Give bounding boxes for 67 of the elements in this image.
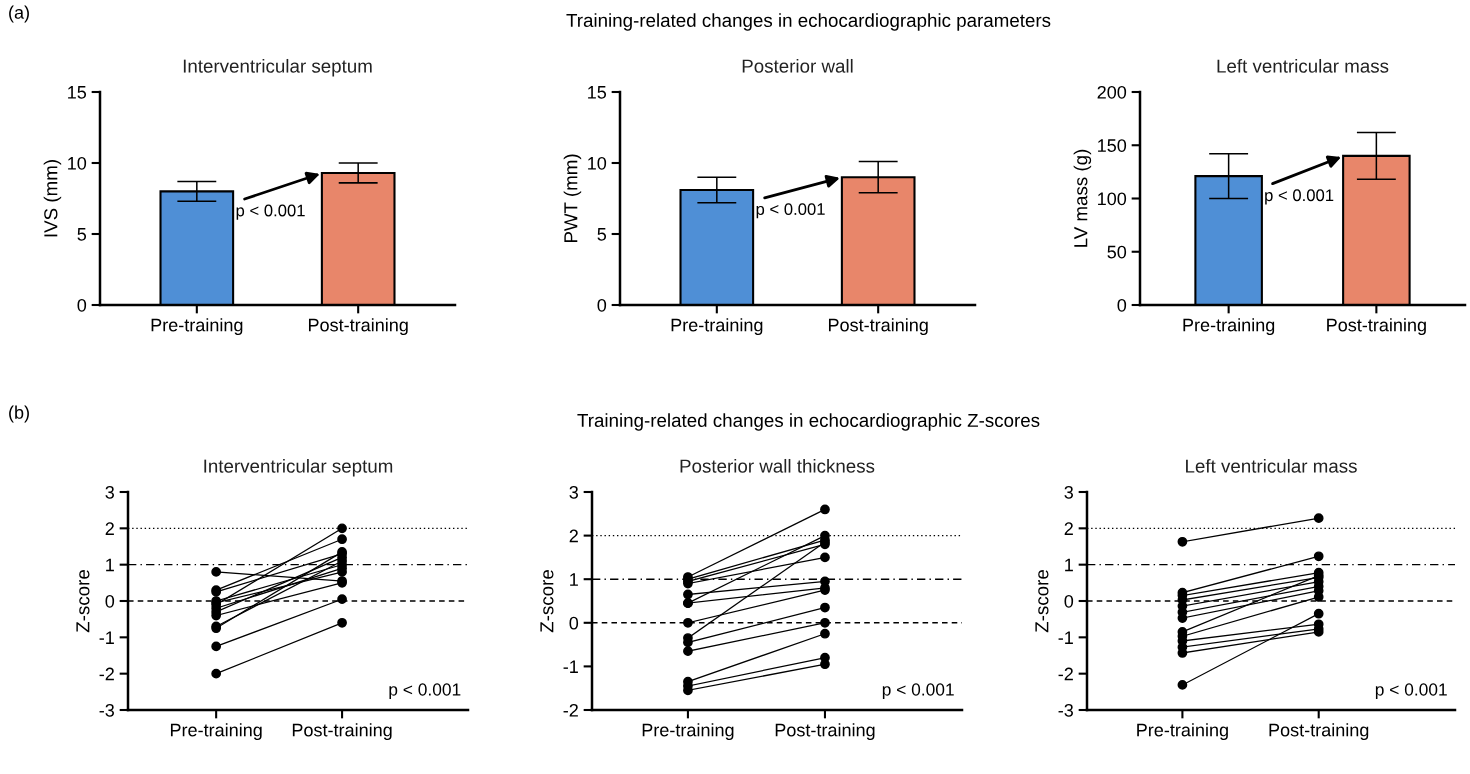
y-tick-label: -2 <box>563 703 578 717</box>
annotation: p < 0.001 <box>756 203 825 219</box>
x-tick-label: Pre-training <box>151 318 243 336</box>
y-tick-label: 3 <box>569 485 579 499</box>
y-axis-title: PWT (mm) <box>563 154 582 243</box>
x-tick-label: Post-training <box>1269 723 1369 741</box>
y-tick-label: -3 <box>1058 703 1074 717</box>
annotation: p < 0.001 <box>1375 683 1447 700</box>
y-tick-label: 15 <box>68 86 87 99</box>
chart-title: Left ventricular mass <box>1186 458 1357 473</box>
x-tick-label: Post-training <box>1327 318 1426 336</box>
y-tick-label: -1 <box>563 660 578 673</box>
x-tick-label: Pre-training <box>1137 723 1228 741</box>
y-tick-label: 10 <box>68 156 87 170</box>
y-axis-title: Z-score <box>76 570 90 633</box>
y-tick-label: 2 <box>569 529 578 543</box>
annotation: p < 0.001 <box>389 683 461 700</box>
y-tick-label: 3 <box>105 485 115 499</box>
x-tick-label: Pre-training <box>671 318 763 336</box>
y-tick-label: 0 <box>569 616 579 630</box>
y-tick-label: 10 <box>588 156 607 170</box>
y-axis-title: LV mass (g) <box>1073 149 1092 247</box>
x-tick-label: Pre-training <box>170 723 262 741</box>
y-tick-label: -2 <box>1058 667 1073 681</box>
x-tick-label: Post-training <box>775 723 875 741</box>
y-tick-label: 2 <box>105 522 114 535</box>
y-tick-label: -1 <box>99 631 114 644</box>
chart-title: Posterior wall thickness <box>680 458 875 473</box>
y-tick-label: -2 <box>99 667 114 681</box>
y-tick-label: 200 <box>1097 85 1127 99</box>
text: Training-related changes in echocardiographic parameters <box>566 13 1051 31</box>
x-tick-label: Pre-training <box>1183 318 1275 336</box>
y-tick-label: 5 <box>77 228 87 241</box>
text: Training-related changes in echocardiographic Z-scores <box>577 413 1040 431</box>
x-tick-label: Pre-training <box>642 723 734 741</box>
y-tick-label: 1 <box>570 573 578 586</box>
y-tick-label: -3 <box>99 703 115 717</box>
chart-title: Left ventricular mass <box>1217 58 1389 73</box>
chart-title: Interventricular septum <box>204 458 393 477</box>
x-tick-label: Post-training <box>828 318 928 336</box>
y-tick-label: -1 <box>1058 631 1073 644</box>
y-tick-label: 0 <box>1064 594 1074 608</box>
x-tick-label: Post-training <box>292 723 392 741</box>
y-tick-label: 0 <box>1117 298 1127 312</box>
y-tick-label: 0 <box>597 298 607 312</box>
y-tick-label: 2 <box>1064 522 1073 535</box>
y-tick-label: 0 <box>77 298 87 312</box>
y-axis-title: Z-score <box>1035 570 1049 633</box>
y-axis-title: Z-score <box>540 570 554 633</box>
y-tick-label: 50 <box>1107 245 1127 259</box>
y-tick-label: 1 <box>106 558 114 572</box>
y-tick-label: 0 <box>105 594 115 608</box>
y-tick-label: 1 <box>1065 558 1073 572</box>
chart-title: Posterior wall <box>742 58 853 73</box>
y-axis-title: IVS (mm) <box>43 160 62 237</box>
annotation: p < 0.001 <box>882 683 954 700</box>
text: (a) <box>9 5 29 23</box>
annotation: p < 0.001 <box>1265 189 1334 205</box>
y-tick-label: 100 <box>1098 192 1127 206</box>
y-tick-label: 150 <box>1098 139 1127 152</box>
y-tick-label: 15 <box>588 86 607 99</box>
y-tick-label: 5 <box>597 228 607 241</box>
x-tick-label: Post-training <box>308 318 408 336</box>
y-tick-label: 3 <box>1064 485 1074 499</box>
chart-title: Interventricular septum <box>183 58 372 77</box>
annotation: p < 0.001 <box>236 204 305 220</box>
text: (b) <box>9 405 29 423</box>
